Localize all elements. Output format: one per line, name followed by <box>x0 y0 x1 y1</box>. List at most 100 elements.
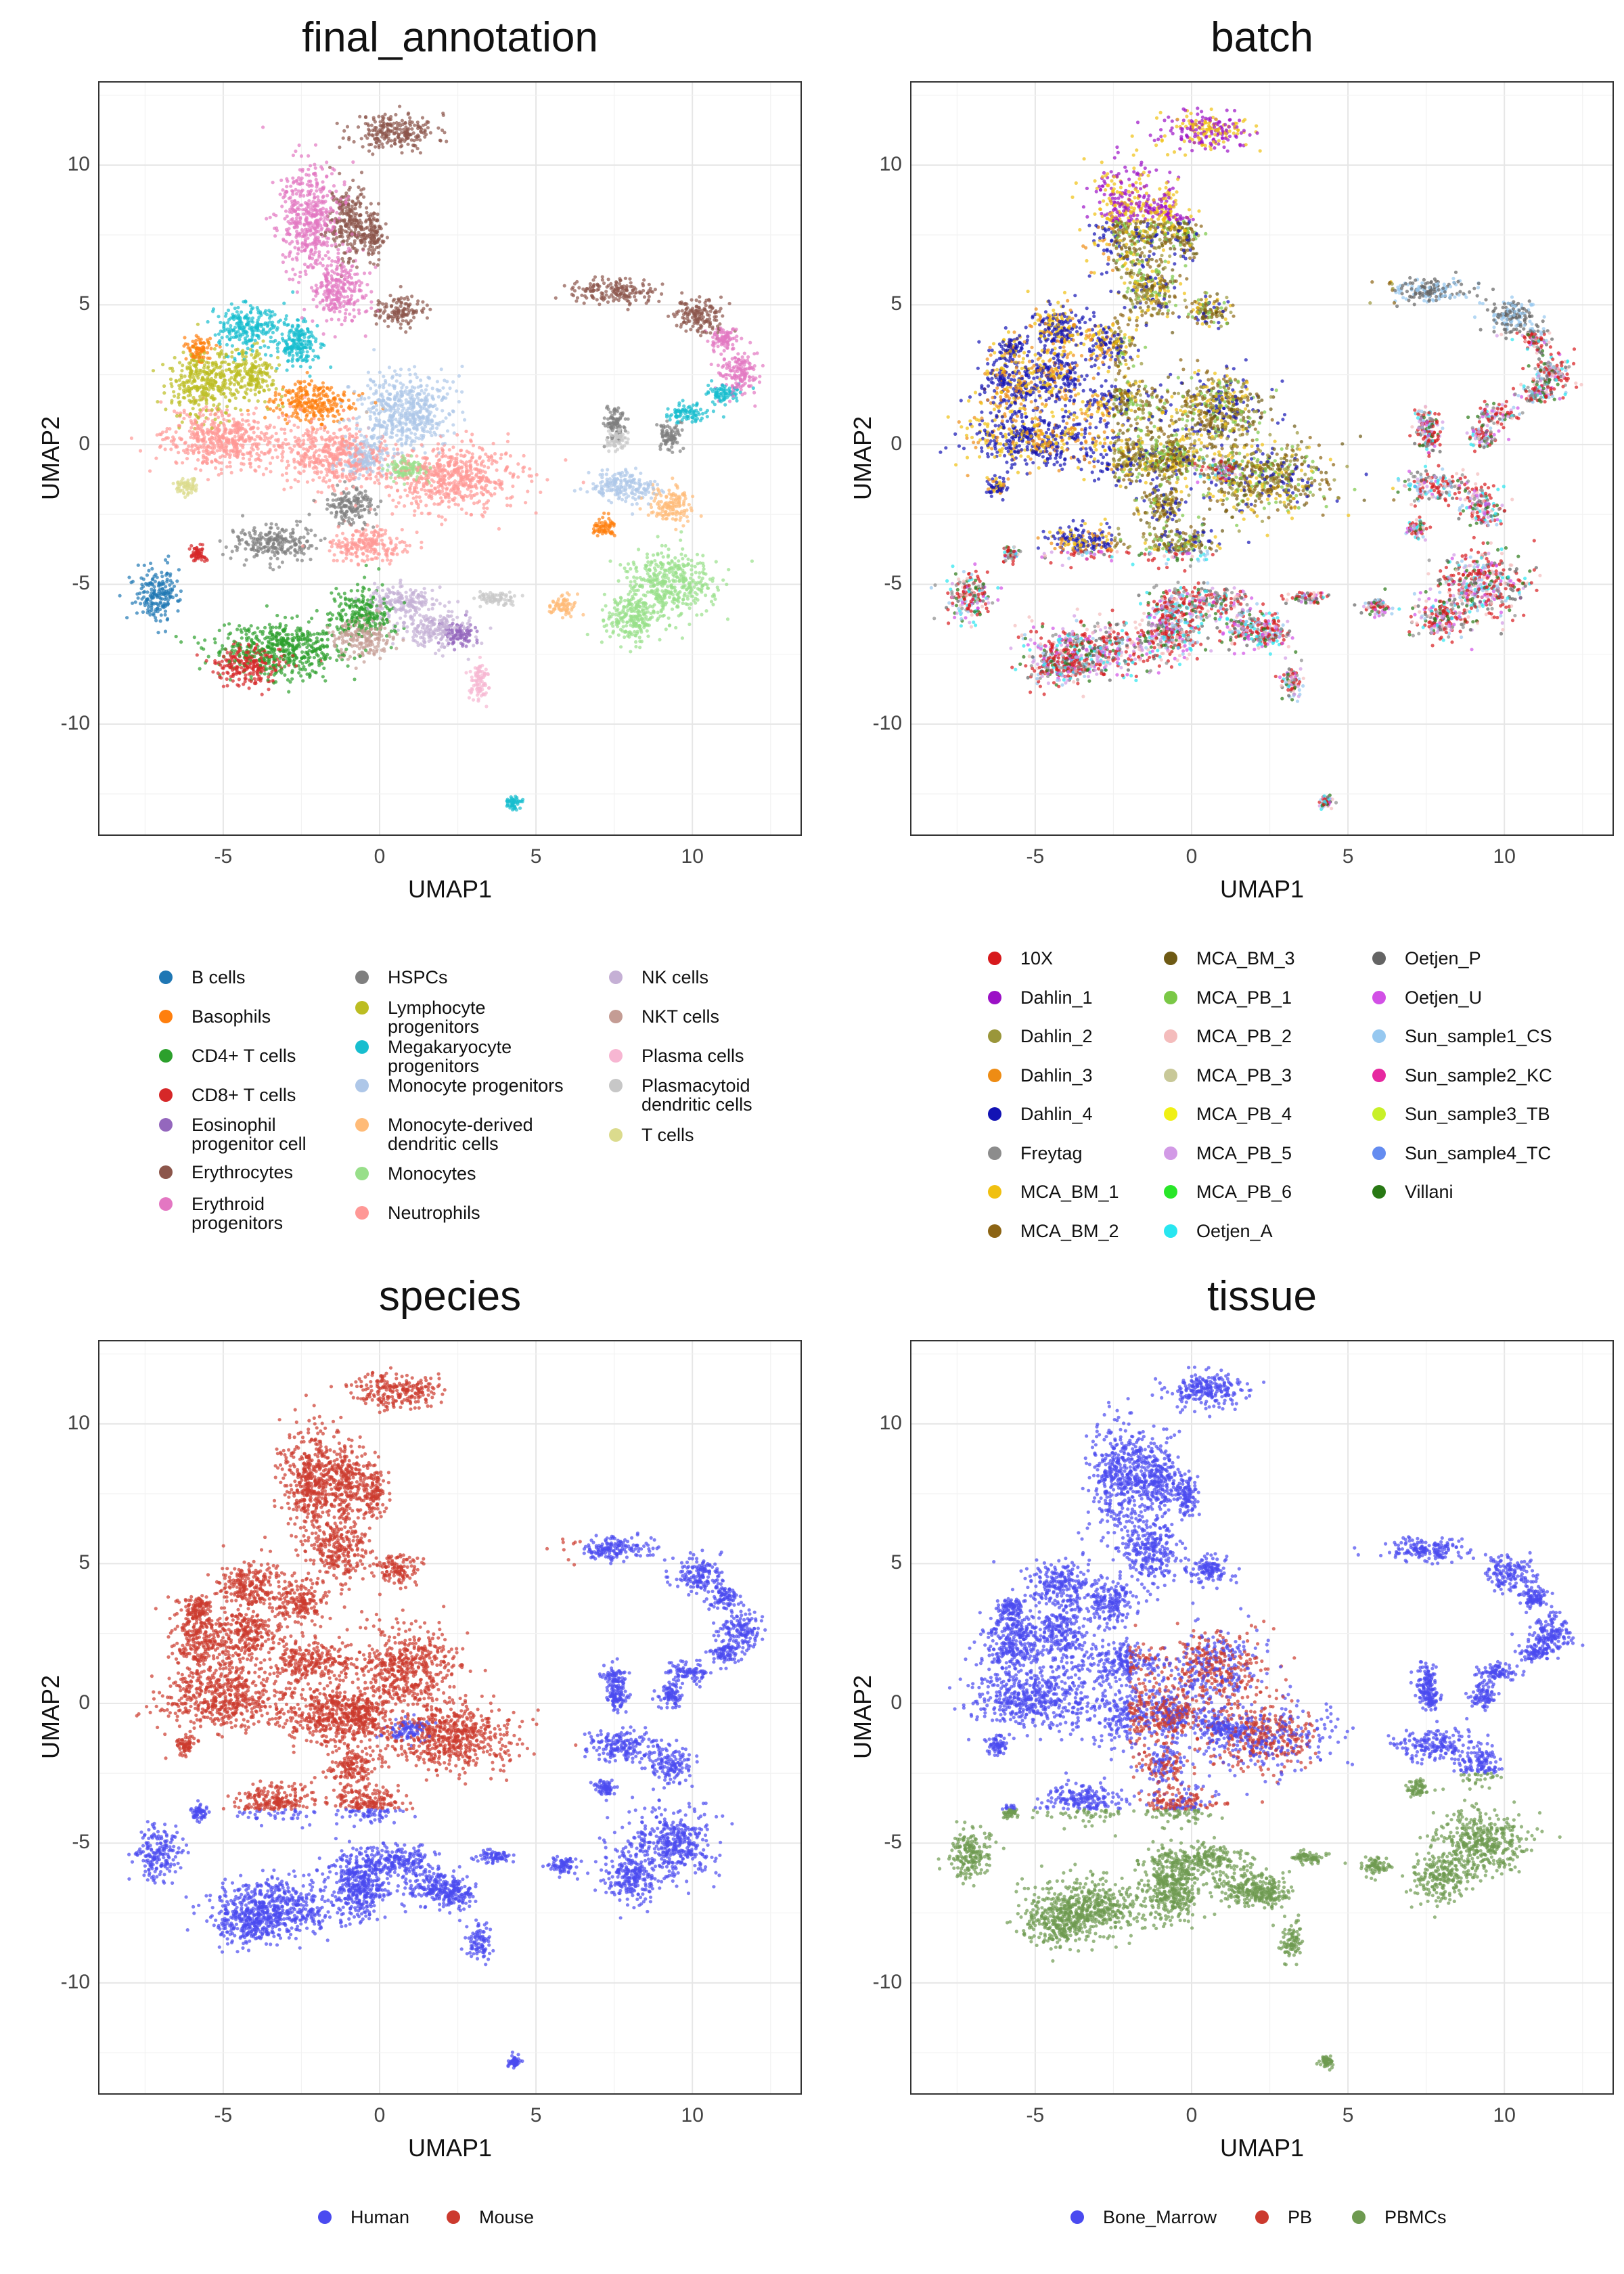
scatter-point <box>275 406 279 410</box>
scatter-point <box>241 341 246 345</box>
scatter-point <box>332 431 336 436</box>
scatter-point <box>261 339 265 343</box>
scatter-point <box>303 269 307 273</box>
scatter-point <box>388 635 392 639</box>
scatter-plot <box>99 83 800 834</box>
scatter-point <box>575 592 580 596</box>
scatter-point <box>564 458 568 462</box>
scatter-point <box>227 398 231 403</box>
scatter-point <box>252 654 256 659</box>
scatter-point <box>277 660 281 664</box>
scatter-point <box>336 393 340 398</box>
scatter-point <box>369 202 373 206</box>
scatter-point <box>426 512 430 516</box>
scatter-point <box>240 412 244 417</box>
scatter-point <box>659 610 663 614</box>
scatter-point <box>164 407 168 411</box>
scatter-point <box>673 432 678 437</box>
scatter-point <box>314 449 318 453</box>
scatter-point <box>480 641 484 646</box>
scatter-point <box>399 585 403 589</box>
scatter-point <box>284 269 288 273</box>
scatter-point <box>607 449 611 453</box>
scatter-point <box>294 216 299 220</box>
scatter-point <box>340 531 345 535</box>
scatter-point <box>376 263 380 267</box>
scatter-point <box>177 568 181 572</box>
scatter-point <box>411 636 415 640</box>
scatter-point <box>233 434 237 439</box>
scatter-point <box>331 630 335 634</box>
scatter-point <box>169 447 173 451</box>
scatter-point <box>255 341 259 345</box>
scatter-point <box>240 636 244 640</box>
scatter-point <box>173 355 177 360</box>
scatter-point <box>281 455 285 460</box>
scatter-point <box>666 555 670 559</box>
scatter-point <box>332 310 336 314</box>
scatter-point <box>614 297 618 301</box>
scatter-point <box>739 388 743 392</box>
scatter-point <box>436 641 441 645</box>
scatter-point <box>225 677 229 682</box>
scatter-point <box>353 315 357 319</box>
scatter-point <box>214 372 218 376</box>
scatter-point <box>413 123 417 127</box>
scatter-point <box>666 407 670 411</box>
scatter-point <box>600 278 605 282</box>
scatter-point <box>203 455 207 460</box>
scatter-point <box>125 616 129 620</box>
scatter-point <box>634 640 638 644</box>
scatter-point <box>318 261 323 265</box>
scatter-point <box>171 481 175 485</box>
scatter-point <box>225 342 229 347</box>
scatter-point <box>444 416 448 420</box>
scatter-point <box>196 322 200 326</box>
scatter-point <box>633 492 637 497</box>
scatter-point <box>348 312 352 316</box>
scatter-point <box>299 674 303 678</box>
scatter-point <box>426 607 431 612</box>
scatter-point <box>239 468 243 472</box>
scatter-point <box>471 443 476 447</box>
scatter-point <box>314 284 318 288</box>
scatter-point <box>209 347 213 351</box>
scatter-point <box>407 367 411 372</box>
scatter-point <box>358 114 362 118</box>
scatter-point <box>709 600 714 604</box>
scatter-point <box>385 236 390 240</box>
scatter-point <box>283 431 287 435</box>
scatter-point <box>629 583 633 588</box>
scatter-point <box>606 468 610 472</box>
scatter-point <box>438 585 442 589</box>
scatter-point <box>455 432 459 437</box>
scatter-point <box>633 633 637 638</box>
scatter-point <box>390 512 394 516</box>
scatter-point <box>413 144 418 148</box>
scatter-point <box>323 254 328 258</box>
scatter-point <box>252 411 256 416</box>
scatter-point <box>397 501 401 505</box>
scatter-point <box>289 184 293 188</box>
scatter-point <box>344 487 348 491</box>
scatter-point <box>275 556 279 561</box>
scatter-point <box>725 617 730 621</box>
scatter-point <box>399 381 403 385</box>
scatter-point <box>283 665 287 669</box>
scatter-point <box>359 508 363 512</box>
scatter-point <box>353 239 357 243</box>
scatter-point <box>183 374 187 378</box>
scatter-point <box>330 259 334 263</box>
scatter-point <box>353 242 357 246</box>
scatter-point <box>408 490 412 494</box>
scatter-point <box>336 483 340 487</box>
scatter-point <box>456 600 460 604</box>
scatter-point <box>424 492 428 496</box>
scatter-point <box>398 104 402 108</box>
scatter-point <box>665 428 669 433</box>
scatter-point <box>690 564 694 568</box>
scatter-point <box>331 498 335 502</box>
scatter-point <box>369 386 373 391</box>
scatter-point <box>394 443 398 447</box>
scatter-point <box>150 587 154 592</box>
